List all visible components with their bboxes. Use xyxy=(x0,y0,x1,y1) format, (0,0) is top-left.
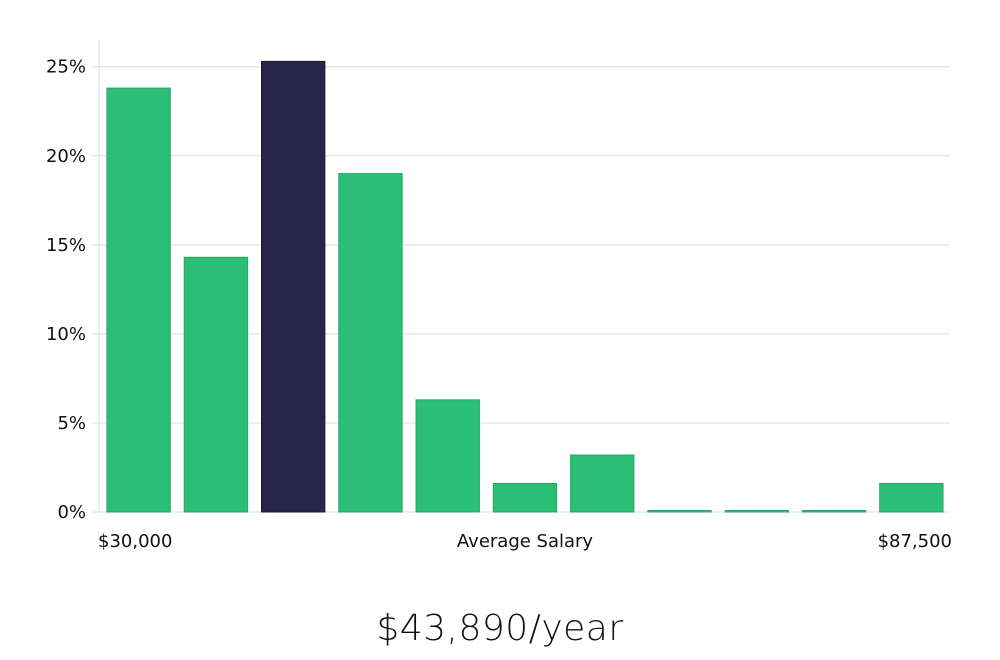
y-tick-label: 10% xyxy=(46,324,86,345)
bar xyxy=(801,510,867,513)
chart-svg: 0% 5% 10% 15% 20% 25% $30,000 Average Salary … xyxy=(46,40,952,552)
bar xyxy=(724,510,790,513)
y-tick-label: 20% xyxy=(46,146,86,167)
y-tick-label: 0% xyxy=(57,502,86,523)
average-salary-caption: $43,890/year xyxy=(376,608,624,649)
bar-highlighted xyxy=(261,60,326,513)
y-tick-label: 25% xyxy=(46,57,86,78)
bar xyxy=(879,483,944,513)
bar xyxy=(492,483,558,513)
y-axis: 0% 5% 10% 15% 20% 25% xyxy=(46,57,86,523)
bar xyxy=(183,256,249,513)
bar xyxy=(415,399,480,513)
x-axis-title: Average Salary xyxy=(457,531,594,552)
y-tick-label: 15% xyxy=(46,235,86,256)
bars-layer xyxy=(106,60,944,513)
bar xyxy=(106,87,171,513)
x-axis: $30,000 Average Salary $87,500 xyxy=(98,531,952,552)
bar xyxy=(570,454,635,513)
bar xyxy=(647,510,712,513)
bar xyxy=(338,173,403,513)
x-max-label: $87,500 xyxy=(878,531,952,552)
x-min-label: $30,000 xyxy=(98,531,172,552)
y-tick-label: 5% xyxy=(57,413,86,434)
